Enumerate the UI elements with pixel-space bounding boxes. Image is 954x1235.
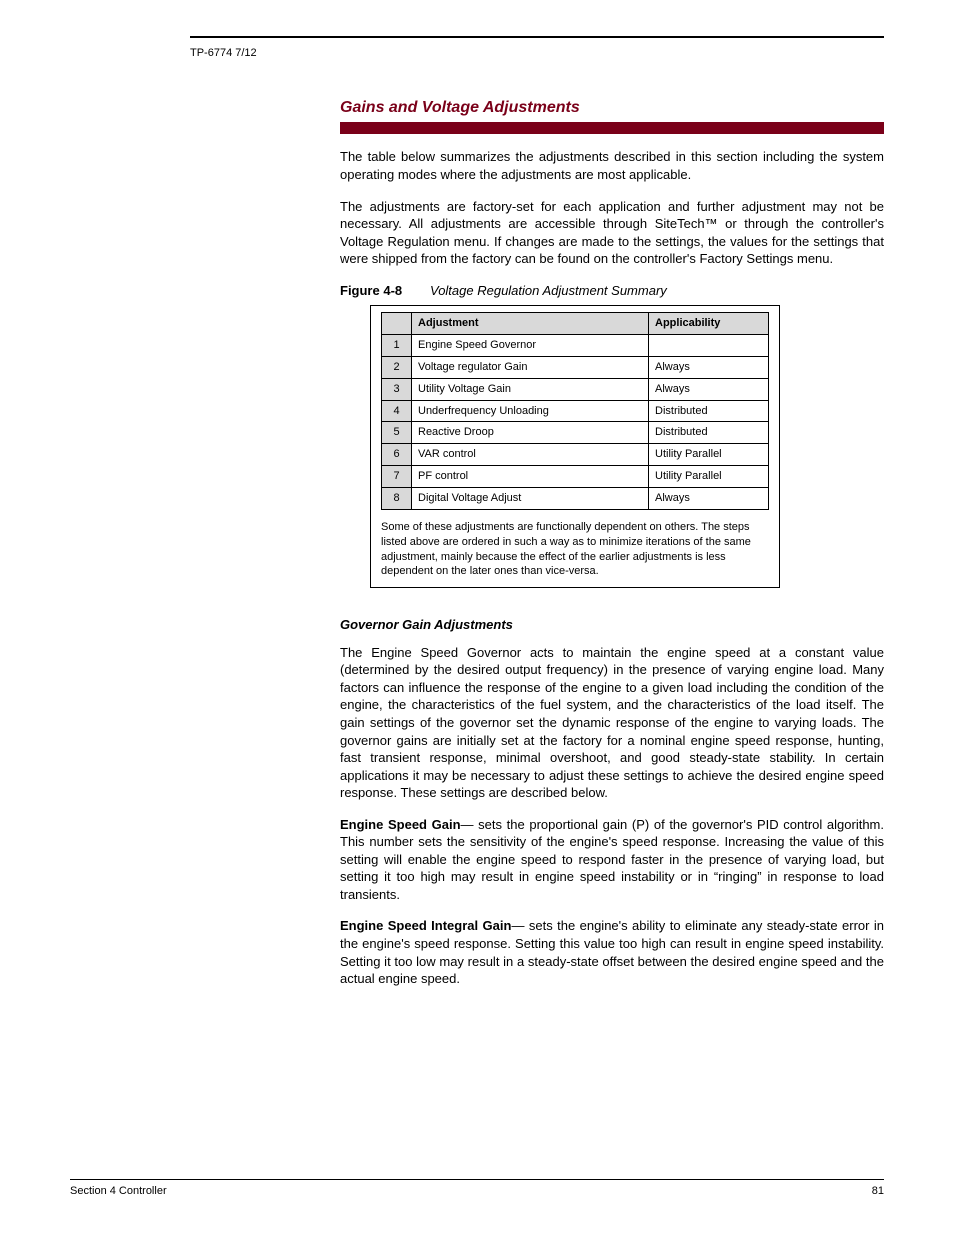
- app-cell: Utility Parallel: [649, 444, 769, 466]
- adj-cell: Underfrequency Unloading: [412, 400, 649, 422]
- adj-cell: Utility Voltage Gain: [412, 378, 649, 400]
- app-cell: [649, 335, 769, 357]
- govgain-para-3: Engine Speed Integral Gain— sets the eng…: [340, 917, 884, 987]
- step-cell: 7: [382, 466, 412, 488]
- step-cell: 5: [382, 422, 412, 444]
- govgain-para-2: Engine Speed Gain— sets the proportional…: [340, 816, 884, 904]
- step-cell: 6: [382, 444, 412, 466]
- app-cell: Utility Parallel: [649, 466, 769, 488]
- adj-cell: VAR control: [412, 444, 649, 466]
- footer-right: 81: [872, 1184, 884, 1199]
- table-row: 3 Utility Voltage Gain Always: [382, 378, 769, 400]
- step-cell: 4: [382, 400, 412, 422]
- app-cell: Always: [649, 356, 769, 378]
- table-note: Some of these adjustments are functional…: [381, 520, 769, 579]
- doc-ref: TP-6774 7/12: [190, 46, 884, 61]
- table-row: 5 Reactive Droop Distributed: [382, 422, 769, 444]
- page-footer: Section 4 Controller 81: [70, 1179, 884, 1199]
- th-blank: [382, 313, 412, 335]
- table-caption-label: Figure 4-8: [340, 282, 430, 300]
- table-row: 2 Voltage regulator Gain Always: [382, 356, 769, 378]
- intro-para-1: The table below summarizes the adjustmen…: [340, 148, 884, 183]
- intro-para-2: The adjustments are factory-set for each…: [340, 198, 884, 268]
- table-caption-text: Voltage Regulation Adjustment Summary: [430, 282, 667, 300]
- table-row: 4 Underfrequency Unloading Distributed: [382, 400, 769, 422]
- adj-cell: PF control: [412, 466, 649, 488]
- step-cell: 8: [382, 488, 412, 510]
- govgain-heading: Governor Gain Adjustments: [340, 616, 884, 634]
- adj-cell: Reactive Droop: [412, 422, 649, 444]
- table-row: 1 Engine Speed Governor: [382, 335, 769, 357]
- section-heading: Gains and Voltage Adjustments: [340, 97, 884, 119]
- th-adjustment: Adjustment: [412, 313, 649, 335]
- step-cell: 2: [382, 356, 412, 378]
- adj-cell: Engine Speed Governor: [412, 335, 649, 357]
- section-block: Gains and Voltage Adjustments The table …: [340, 97, 884, 988]
- top-rule: [190, 36, 884, 38]
- table-header-row: Adjustment Applicability: [382, 313, 769, 335]
- step-cell: 3: [382, 378, 412, 400]
- adj-cell: Voltage regulator Gain: [412, 356, 649, 378]
- table-row: 6 VAR control Utility Parallel: [382, 444, 769, 466]
- table-row: 7 PF control Utility Parallel: [382, 466, 769, 488]
- adj-cell: Digital Voltage Adjust: [412, 488, 649, 510]
- table-container: Adjustment Applicability 1 Engine Speed …: [370, 305, 780, 588]
- th-applicability: Applicability: [649, 313, 769, 335]
- step-cell: 1: [382, 335, 412, 357]
- section-bar: [340, 122, 884, 134]
- govgain-para-1: The Engine Speed Governor acts to mainta…: [340, 644, 884, 802]
- app-cell: Distributed: [649, 400, 769, 422]
- app-cell: Distributed: [649, 422, 769, 444]
- page: TP-6774 7/12 Gains and Voltage Adjustmen…: [0, 0, 954, 1235]
- app-cell: Always: [649, 488, 769, 510]
- table-row: 8 Digital Voltage Adjust Always: [382, 488, 769, 510]
- adjustment-table: Adjustment Applicability 1 Engine Speed …: [381, 312, 769, 510]
- table-caption: Figure 4-8 Voltage Regulation Adjustment…: [340, 282, 884, 300]
- app-cell: Always: [649, 378, 769, 400]
- footer-left: Section 4 Controller: [70, 1184, 167, 1199]
